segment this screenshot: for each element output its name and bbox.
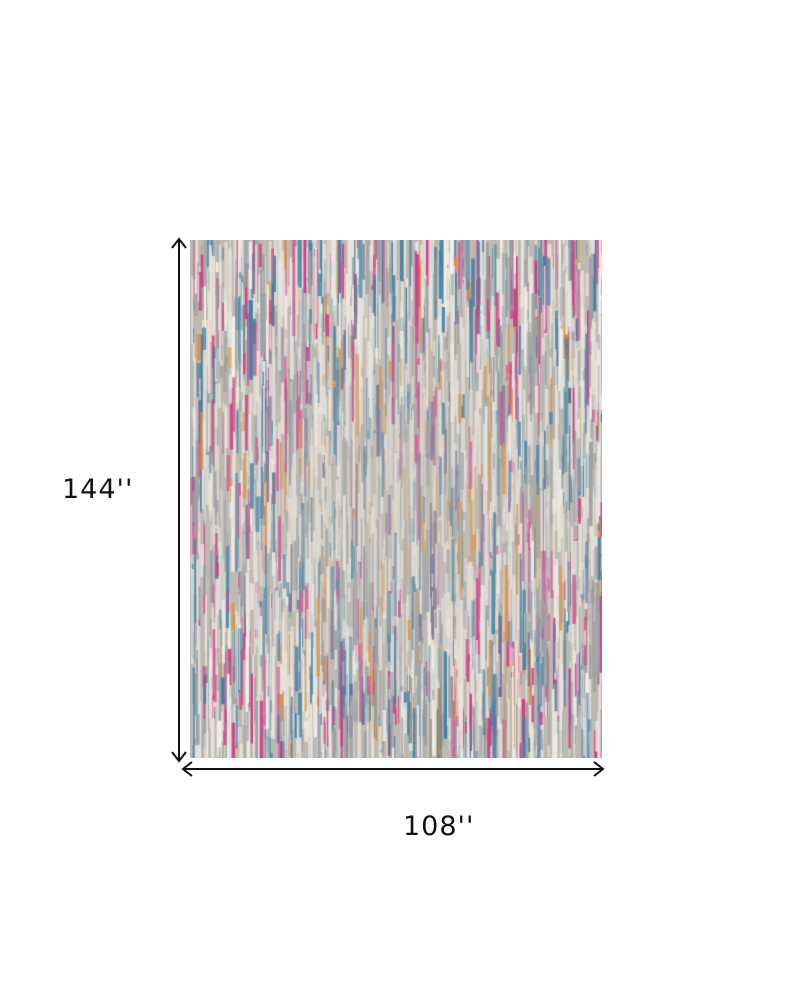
rug-pattern — [190, 240, 602, 758]
height-arrow — [171, 237, 187, 763]
width-arrow — [181, 761, 605, 777]
height-dimension-label: 144'' — [62, 474, 134, 505]
rug-image — [190, 240, 602, 758]
width-dimension-label: 108'' — [403, 811, 475, 842]
